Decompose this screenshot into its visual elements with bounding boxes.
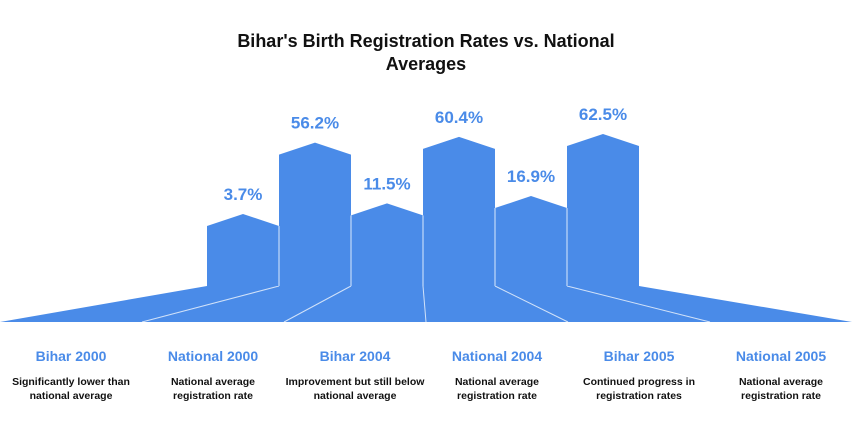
chart-title-line-2: Averages: [385, 54, 467, 74]
category-description: Significantly lower than national averag…: [12, 376, 130, 402]
value-label: 16.9%: [507, 167, 555, 186]
floor-divider: [283, 285, 352, 323]
value-label: 56.2%: [291, 114, 339, 133]
bar: [207, 214, 279, 286]
category-description: Improvement but still below national ave…: [285, 376, 425, 402]
category-label: Bihar 2000: [35, 348, 107, 364]
bar: [423, 136, 495, 286]
category-description: Continued progress in registration rates: [582, 376, 695, 402]
category-label: Bihar 2005: [603, 348, 675, 364]
floor-divider: [566, 285, 711, 323]
category-description: National average registration rate: [454, 376, 540, 402]
category-description: National average registration rate: [170, 376, 256, 402]
category-block: National 2004 National average registrati…: [426, 348, 568, 403]
category-block: Bihar 2000 Significantly lower than natio…: [0, 348, 142, 403]
category-block: National 2000 National average registrati…: [142, 348, 284, 403]
floor-divider: [494, 285, 569, 323]
chart-title: Bihar's Birth Registration Rates vs. Nat…: [0, 30, 852, 76]
value-label: 3.7%: [224, 185, 263, 204]
category-block: Bihar 2005 Continued progress in registra…: [568, 348, 710, 403]
category-label: National 2004: [451, 348, 543, 364]
chart-title-line-1: Bihar's Birth Registration Rates vs. Nat…: [237, 31, 615, 51]
chart-floor: [0, 286, 852, 322]
category-description: National average registration rate: [738, 376, 824, 402]
value-label: 60.4%: [435, 108, 483, 127]
bar: [279, 142, 351, 286]
category-block: National 2005 National average registrati…: [710, 348, 852, 403]
value-label: 62.5%: [579, 105, 627, 124]
category-label: National 2005: [735, 348, 827, 364]
bar: [351, 203, 423, 286]
floor-divider: [141, 285, 280, 323]
value-label: 11.5%: [363, 174, 410, 193]
category-label: National 2000: [167, 348, 259, 364]
category-block: Bihar 2004 Improvement but still below na…: [284, 348, 426, 403]
category-label: Bihar 2004: [319, 348, 391, 364]
bar: [495, 196, 567, 286]
floor-divider: [422, 285, 427, 323]
bar: [567, 134, 639, 286]
